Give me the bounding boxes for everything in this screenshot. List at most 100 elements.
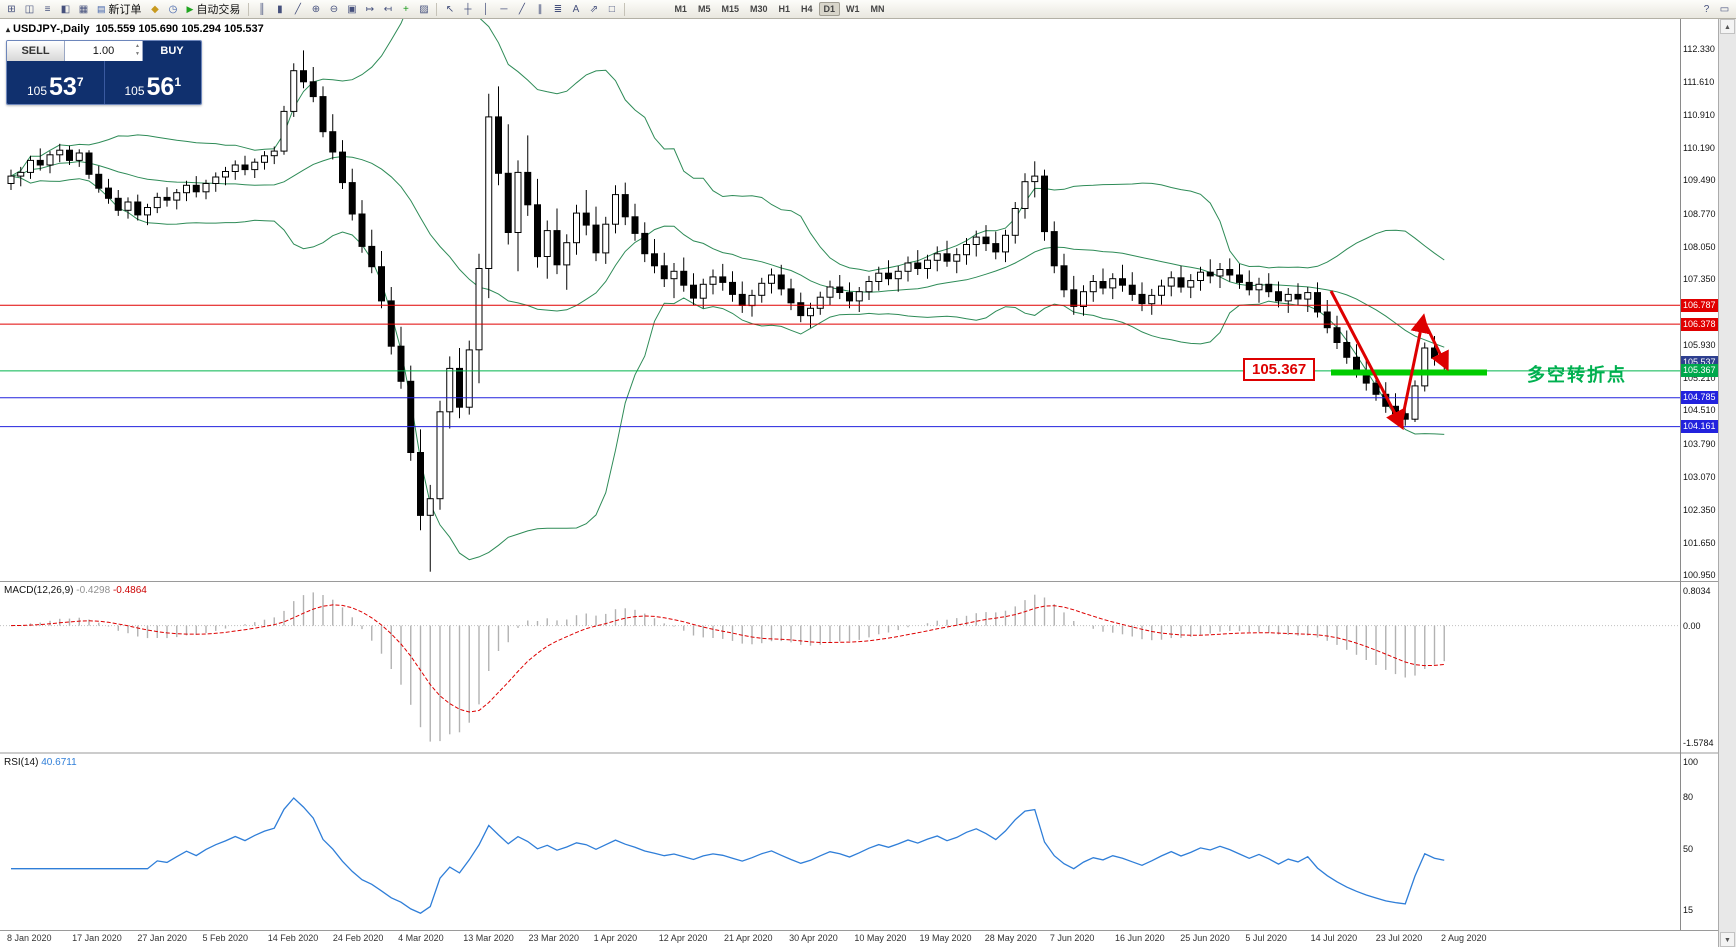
scroll-down-button[interactable]: ▼ (1720, 932, 1735, 947)
price-axis-label: 111.610 (1683, 77, 1715, 88)
zoom-out-icon[interactable]: ⊖ (329, 3, 339, 15)
spinner-down-icon[interactable]: ▼ (135, 51, 140, 57)
date-label: 27 Jan 2020 (137, 933, 187, 943)
templates-icon[interactable]: ▨ (419, 3, 429, 15)
vertical-scrollbar[interactable]: ▲ ▼ (1718, 19, 1736, 947)
chat-icon[interactable]: ▭ (1719, 3, 1730, 15)
price-axis-label: 101.650 (1683, 537, 1716, 548)
toolbar: ⊞ ◫ ≡ ◧ ▦ ▤ 新订单 ◆ ◷ ▶ 自动交易 ║ ▮ ╱ ⊕ ⊖ ▣ ↦ ↤ + ▨ ↖ ┼ │ ─ ╱ ∥ ≣… (0, 0, 1736, 19)
date-label: 17 Jan 2020 (72, 933, 122, 943)
date-label: 14 Feb 2020 (267, 933, 319, 943)
price-axis-label: 109.490 (1683, 175, 1716, 186)
toolbar-separator (436, 2, 438, 16)
timeframe-m1[interactable]: M1 (674, 4, 687, 14)
price-axis-label: 104.510 (1683, 405, 1716, 416)
shapes-icon[interactable]: □ (608, 3, 615, 15)
toolbar-separator (248, 2, 250, 16)
date-label: 19 May 2020 (919, 933, 972, 943)
macd-axis-label: -1.5784 (1683, 738, 1714, 748)
candlestick-mode-icon[interactable]: ▮ (277, 3, 283, 15)
metaeditor-icon[interactable]: ◆ (151, 3, 159, 15)
alerts-icon[interactable]: ◷ (168, 3, 178, 15)
text-label-icon[interactable]: A (572, 3, 580, 15)
auto-scroll-icon[interactable]: ↦ (365, 3, 375, 15)
timeframe-mn[interactable]: MN (870, 4, 885, 14)
timeframe-h4[interactable]: H4 (801, 4, 813, 14)
channel-icon[interactable]: ∥ (537, 3, 543, 15)
terminal-icon[interactable]: ▦ (78, 3, 89, 15)
symbol-period-label: USDJPY-,Daily (13, 23, 90, 35)
timeframe-m5[interactable]: M5 (697, 4, 711, 14)
date-label: 16 Jun 2020 (1115, 933, 1165, 943)
navigator-icon[interactable]: ◧ (60, 3, 71, 15)
toolbar-separator (624, 2, 626, 16)
turning-point-label: 多空转折点 (1527, 365, 1627, 385)
sell-button[interactable]: SELL (7, 41, 65, 61)
tile-windows-icon[interactable]: ▣ (347, 3, 357, 15)
new-order-button[interactable]: ▤ 新订单 (93, 1, 146, 18)
crosshair-icon[interactable]: ┼ (464, 3, 472, 15)
macd-value-2: -0.4864 (112, 585, 147, 596)
ohlc-values: 105.559 105.690 105.294 105.537 (95, 23, 264, 35)
rsi-axis-label: 50 (1683, 843, 1694, 854)
sell-price-pips: 53 (49, 73, 77, 101)
price-annotation: 105.367 (1243, 358, 1316, 381)
sell-price-base: 105 (26, 84, 48, 98)
price-tag: 106.787 (1681, 298, 1718, 312)
rsi-axis-label: 15 (1683, 904, 1694, 915)
time-axis[interactable] (0, 930, 1680, 947)
new-chart-icon[interactable]: ⊞ (7, 3, 16, 15)
buy-price-point: 1 (174, 75, 182, 89)
date-label: 5 Feb 2020 (202, 933, 249, 943)
rsi-axis-label: 80 (1683, 791, 1694, 802)
horizontal-line-icon[interactable]: ─ (500, 3, 508, 15)
timeframe-d1[interactable]: D1 (818, 2, 841, 16)
chart-shift-icon[interactable]: ↤ (383, 3, 393, 15)
lot-size-input[interactable]: 1.00 ▲ ▼ (65, 41, 143, 61)
date-label: 14 Jul 2020 (1310, 933, 1358, 943)
arrows-tool-icon[interactable]: ⇗ (589, 3, 599, 15)
date-label: 23 Jul 2020 (1375, 933, 1423, 943)
timeframe-m30[interactable]: M30 (749, 4, 768, 14)
fibonacci-icon[interactable]: ≣ (553, 3, 563, 15)
chart-profiles-icon[interactable]: ◫ (24, 3, 35, 15)
date-label: 5 Jul 2020 (1245, 933, 1287, 943)
autotrading-label: 自动交易 (196, 4, 241, 16)
buy-button[interactable]: BUY (143, 41, 201, 61)
date-label: 10 May 2020 (854, 933, 907, 943)
price-tag: 106.378 (1681, 317, 1718, 331)
lot-spinner[interactable]: ▲ ▼ (135, 42, 140, 58)
market-watch-icon[interactable]: ≡ (44, 3, 51, 15)
cursor-icon[interactable]: ↖ (445, 3, 455, 15)
date-label: 21 Apr 2020 (723, 933, 773, 943)
lot-value: 1.00 (92, 45, 115, 57)
line-chart-mode-icon[interactable]: ╱ (294, 3, 301, 15)
price-tag: 104.785 (1681, 391, 1718, 405)
macd-axis-label: 0.8034 (1683, 586, 1711, 596)
price-axis-label: 102.350 (1683, 505, 1716, 516)
timeframe-w1[interactable]: W1 (846, 4, 860, 14)
help-icon[interactable]: ? (1703, 3, 1710, 15)
one-click-toggle-icon[interactable]: ▴ (6, 25, 11, 34)
autotrading-button[interactable]: ▶ 自动交易 (183, 1, 245, 18)
price-axis-label: 110.910 (1683, 109, 1715, 120)
date-label: 8 Jan 2020 (7, 933, 52, 943)
trendline-icon[interactable]: ╱ (518, 3, 525, 15)
macd-name: MACD(12,26,9) (4, 585, 74, 596)
spinner-up-icon[interactable]: ▲ (135, 43, 140, 49)
scroll-up-button[interactable]: ▲ (1720, 19, 1735, 34)
zoom-in-icon[interactable]: ⊕ (311, 3, 321, 15)
buy-price-pips: 56 (146, 73, 175, 101)
date-label: 30 Apr 2020 (789, 933, 838, 943)
bar-chart-mode-icon[interactable]: ║ (258, 3, 266, 15)
timeframe-m15[interactable]: M15 (721, 4, 739, 14)
sell-price-button[interactable]: 105 53 7 (7, 61, 104, 104)
buy-price-button[interactable]: 105 56 1 (105, 61, 202, 104)
indicators-icon[interactable]: + (403, 3, 409, 15)
sell-price-point: 7 (76, 75, 84, 89)
macd-value-1: -0.4298 (76, 585, 111, 596)
price-axis-label: 100.950 (1683, 569, 1716, 580)
timeframe-h1[interactable]: H1 (778, 4, 791, 14)
vertical-line-icon[interactable]: │ (482, 3, 490, 15)
